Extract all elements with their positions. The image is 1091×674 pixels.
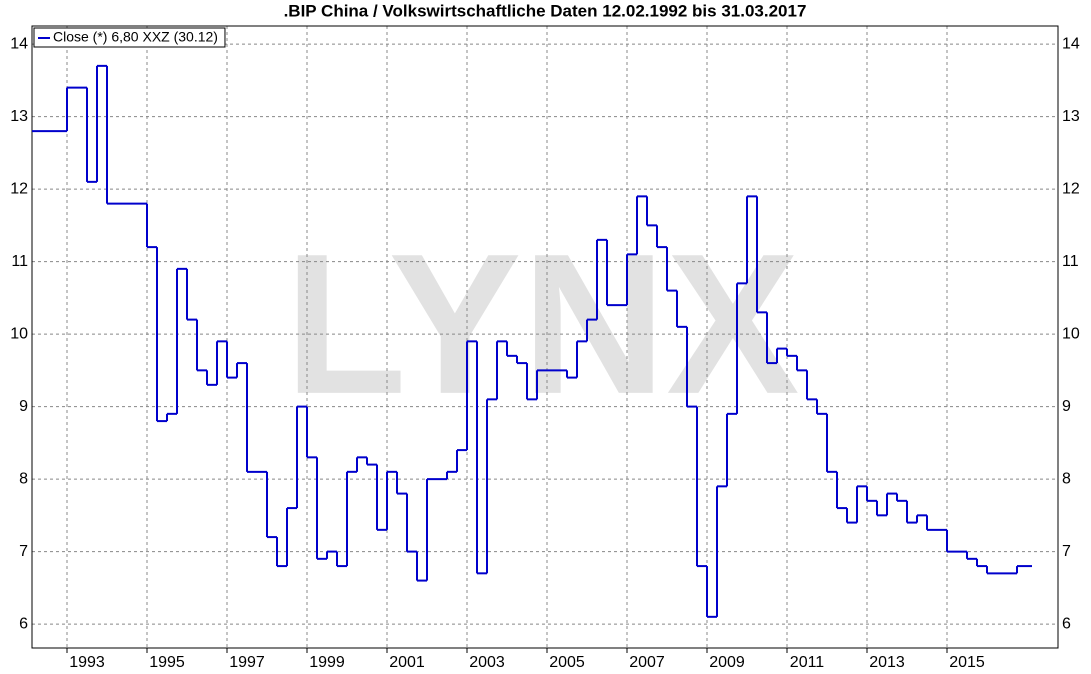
legend-label: Close (*) 6,80 XXZ (30.12) xyxy=(53,29,218,45)
y-tick-label: 8 xyxy=(19,470,28,487)
chart-title: .BIP China / Volkswirtschaftliche Daten … xyxy=(284,1,807,20)
x-tick-label: 1999 xyxy=(309,654,345,671)
y2-tick-label: 10 xyxy=(1062,325,1080,342)
x-tick-label: 1993 xyxy=(69,654,105,671)
y-tick-label: 14 xyxy=(10,35,28,52)
y2-tick-label: 13 xyxy=(1062,108,1080,125)
y-tick-label: 9 xyxy=(19,398,28,415)
y2-tick-label: 8 xyxy=(1062,470,1071,487)
y2-tick-label: 12 xyxy=(1062,180,1080,197)
y2-tick-label: 6 xyxy=(1062,615,1071,632)
x-tick-label: 2003 xyxy=(469,654,505,671)
y-tick-label: 13 xyxy=(10,108,28,125)
plot-area xyxy=(32,26,1058,648)
y-tick-label: 7 xyxy=(19,543,28,560)
x-tick-label: 2015 xyxy=(949,654,985,671)
x-tick-label: 2007 xyxy=(629,654,665,671)
y-tick-label: 11 xyxy=(11,253,28,270)
y-tick-label: 6 xyxy=(19,615,28,632)
x-tick-label: 1995 xyxy=(149,654,185,671)
y2-tick-label: 14 xyxy=(1062,35,1080,52)
watermark: LYNX xyxy=(284,213,799,436)
plot-frame xyxy=(31,25,1059,649)
x-tick-label: 2009 xyxy=(709,654,745,671)
x-tick-label: 2005 xyxy=(549,654,585,671)
x-tick-label: 2001 xyxy=(389,654,425,671)
y2-tick-label: 11 xyxy=(1062,253,1079,270)
x-tick-label: 2011 xyxy=(790,654,825,671)
legend-box xyxy=(33,27,226,48)
y-tick-label: 10 xyxy=(10,325,28,342)
y-tick-label: 12 xyxy=(10,180,28,197)
x-tick-label: 2013 xyxy=(869,654,905,671)
x-tick-label: 1997 xyxy=(229,654,265,671)
y2-tick-label: 9 xyxy=(1062,398,1071,415)
y2-tick-label: 7 xyxy=(1062,543,1071,560)
